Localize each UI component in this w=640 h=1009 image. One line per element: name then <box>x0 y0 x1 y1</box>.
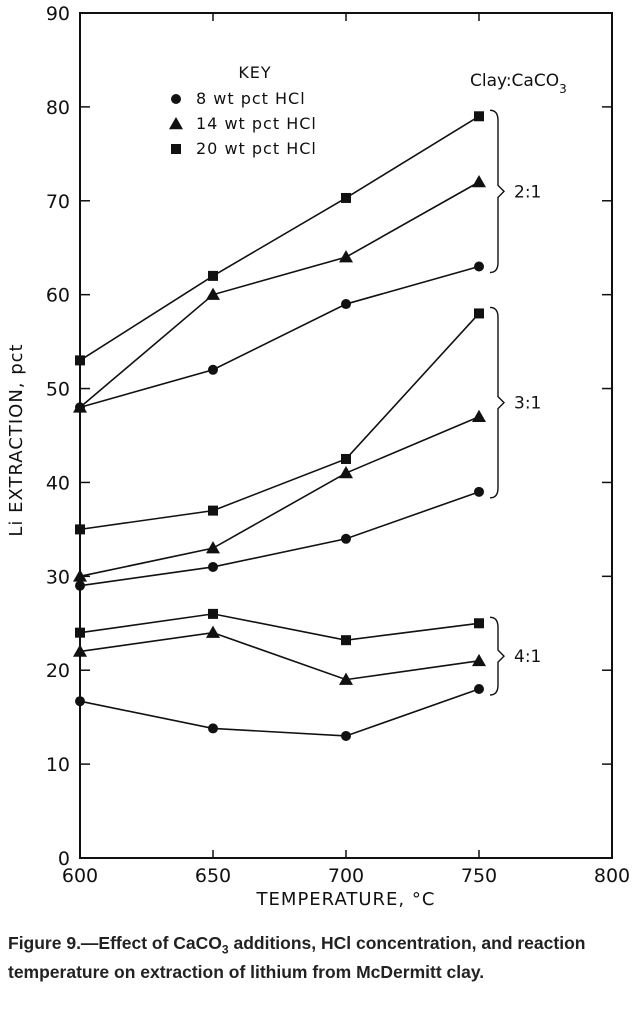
group-bracket <box>489 616 505 696</box>
data-point <box>341 635 351 646</box>
data-point <box>208 608 218 619</box>
data-point <box>341 730 351 741</box>
data-point <box>474 261 484 272</box>
data-point <box>341 192 351 203</box>
group-bracket <box>489 306 505 499</box>
data-point <box>208 505 218 516</box>
x-tick-label: 600 <box>62 865 98 887</box>
group-header: Clay:CaCO3 <box>470 71 567 96</box>
data-point <box>73 644 87 657</box>
y-tick-label: 70 <box>46 191 70 213</box>
legend-label: 20 wt pct HCl <box>196 139 317 158</box>
group-bracket <box>489 109 505 274</box>
data-point <box>341 533 351 544</box>
data-point <box>208 270 218 281</box>
series-line <box>79 631 480 681</box>
data-point <box>474 111 484 122</box>
line-chart: 600 650 700 750 800 0 10 20 30 40 50 60 70 80 90 2:1 3:… <box>6 3 630 910</box>
legend-marker <box>169 117 183 130</box>
y-tick-label: 60 <box>46 285 70 307</box>
x-tick-label: 750 <box>461 865 497 887</box>
data-point <box>208 723 218 734</box>
series-line <box>79 688 480 737</box>
data-point <box>339 250 353 263</box>
data-point <box>206 625 220 638</box>
y-tick-label: 0 <box>58 848 70 870</box>
y-tick-label: 20 <box>46 660 70 682</box>
data-point <box>208 364 218 375</box>
data-point <box>341 299 351 310</box>
legend-label: 8 wt pct HCl <box>196 89 306 108</box>
figure-caption: Figure 9.—Effect of CaCO3 additions, HCl… <box>8 933 586 982</box>
data-point <box>75 524 85 535</box>
data-point <box>75 696 85 707</box>
data-point <box>474 486 484 497</box>
data-point <box>206 287 220 300</box>
data-point <box>75 355 85 366</box>
data-point <box>474 684 484 694</box>
y-axis-title: Li EXTRACTION, pct <box>6 343 27 536</box>
y-tick-label: 30 <box>46 566 70 588</box>
data-point <box>474 308 484 319</box>
x-axis-title: TEMPERATURE, °C <box>256 889 436 910</box>
series-line <box>79 415 480 578</box>
x-tick-label: 800 <box>594 865 630 887</box>
y-tick-label: 90 <box>46 3 70 25</box>
data-point <box>341 453 351 464</box>
data-point <box>73 400 87 413</box>
subscript: 3 <box>559 82 567 96</box>
legend-marker <box>171 144 181 154</box>
group-label: 3:1 <box>514 394 541 414</box>
data-point <box>472 653 486 667</box>
y-tick-label: 40 <box>46 472 70 494</box>
legend-label: 14 wt pct HCl <box>196 114 317 133</box>
group-label: 4:1 <box>514 647 541 667</box>
x-tick-label: 650 <box>195 865 231 887</box>
data-point <box>73 569 87 582</box>
series-line <box>79 265 480 409</box>
data-point <box>472 409 486 422</box>
data-point <box>206 541 220 554</box>
y-tick-label: 50 <box>46 379 70 401</box>
legend-marker <box>171 94 181 104</box>
data-point <box>208 561 218 572</box>
series-line <box>79 181 480 408</box>
x-tick-label: 700 <box>328 865 364 887</box>
y-tick-label: 80 <box>46 97 70 119</box>
key-title: KEY <box>238 63 271 82</box>
data-point <box>75 580 85 591</box>
data-point <box>472 175 486 188</box>
data-point <box>474 618 484 629</box>
data-point <box>339 466 353 479</box>
y-tick-label: 10 <box>46 754 70 776</box>
series-line <box>79 312 480 531</box>
series-line <box>79 491 480 587</box>
series-line <box>79 613 480 641</box>
series-line <box>79 115 480 362</box>
group-label: 2:1 <box>514 182 541 202</box>
data-point <box>339 672 353 685</box>
data-point <box>75 627 85 638</box>
